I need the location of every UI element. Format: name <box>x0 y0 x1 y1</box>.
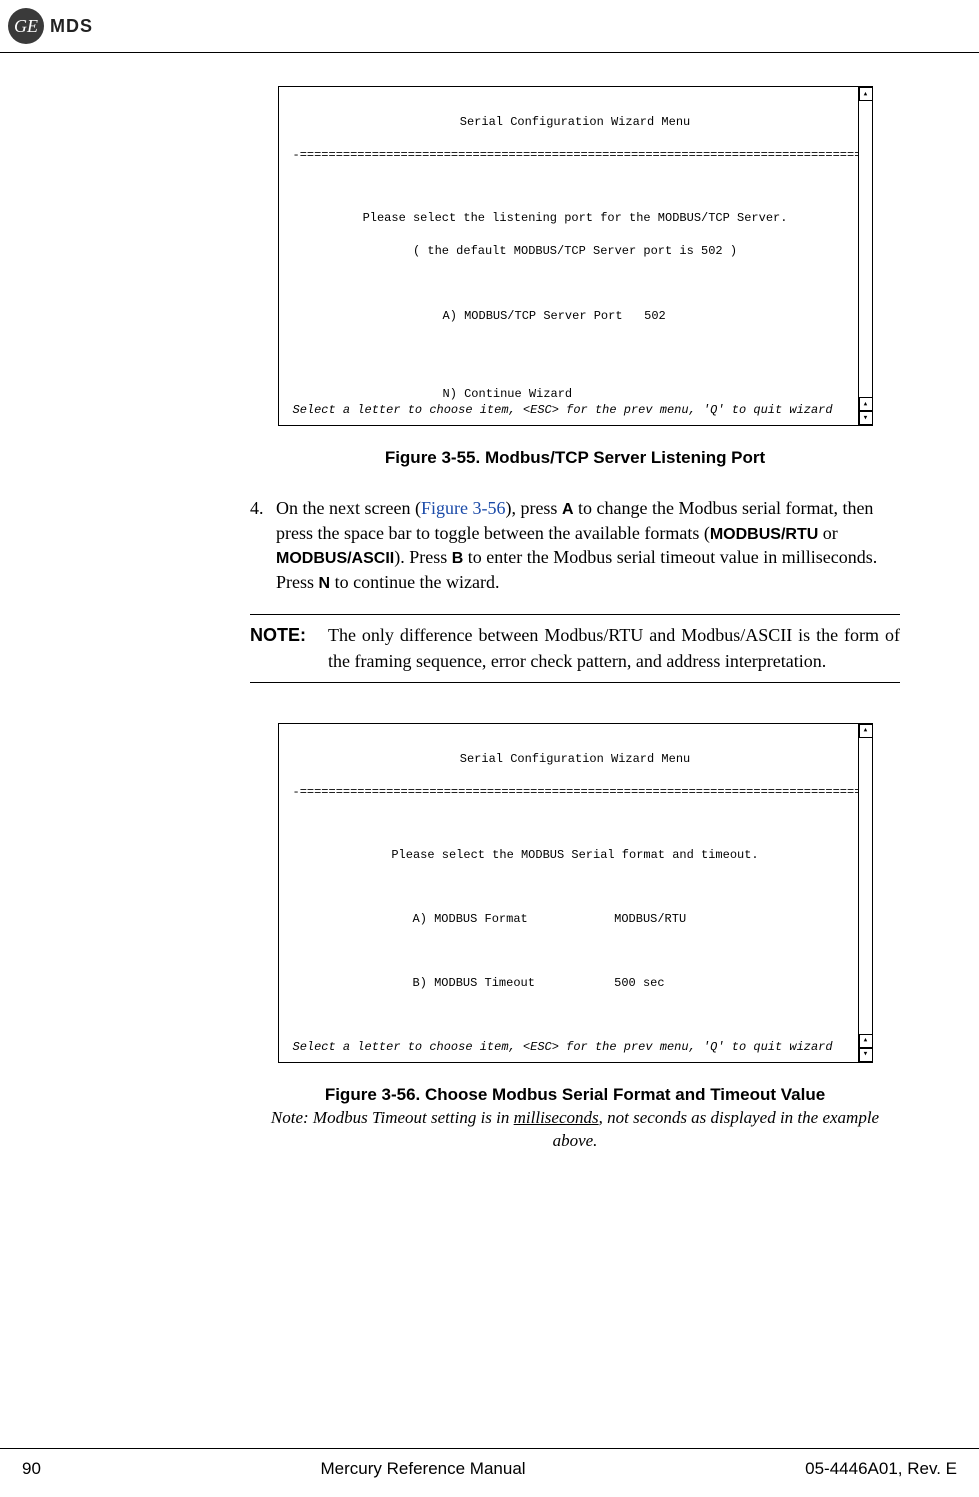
scroll-up-icon[interactable]: ▴ <box>859 397 873 411</box>
text: or <box>818 523 838 543</box>
page-footer: 90 Mercury Reference Manual 05-4446A01, … <box>0 1459 979 1479</box>
figure-caption-2: Figure 3-56. Choose Modbus Serial Format… <box>250 1085 900 1105</box>
terminal-screenshot-2: Serial Configuration Wizard Menu -======… <box>278 723 873 1063</box>
format-label: MODBUS/ASCII <box>276 550 394 567</box>
note-label: NOTE: <box>250 623 328 673</box>
scroll-up-icon[interactable]: ▴ <box>859 87 873 101</box>
terminal-option: B) MODBUS Timeout 500 sec <box>293 975 858 992</box>
text: On the next screen ( <box>276 498 421 518</box>
terminal-footer-hint: Select a letter to choose item, <ESC> fo… <box>293 402 833 419</box>
note-block: NOTE: The only difference between Modbus… <box>250 614 900 682</box>
figure-caption-2-subtitle: Note: Modbus Timeout setting is in milli… <box>250 1107 900 1153</box>
terminal-title: Serial Configuration Wizard Menu <box>293 114 858 131</box>
figure-caption-1: Figure 3-55. Modbus/TCP Server Listening… <box>250 448 900 468</box>
step-number: 4. <box>250 496 276 594</box>
mds-logo-text: MDS <box>50 16 93 37</box>
scroll-down-icon[interactable]: ▾ <box>859 411 873 425</box>
terminal-prompt-line: Please select the MODBUS Serial format a… <box>293 847 858 864</box>
vertical-scrollbar[interactable]: ▴ ▴ ▾ <box>858 87 872 425</box>
key-label: A <box>562 501 574 518</box>
header-divider <box>0 52 979 53</box>
key-label: N <box>319 575 331 592</box>
manual-title: Mercury Reference Manual <box>321 1459 526 1479</box>
terminal-option: N) Continue Wizard <box>293 386 858 403</box>
underlined-text: milliseconds <box>514 1108 599 1127</box>
terminal-window: Serial Configuration Wizard Menu -======… <box>278 86 873 426</box>
terminal-option: A) MODBUS/TCP Server Port 502 <box>293 308 858 325</box>
figure-reference-link: Figure 3-56 <box>421 498 506 518</box>
terminal-option: A) MODBUS Format MODBUS/RTU <box>293 911 858 928</box>
note-text: The only difference between Modbus/RTU a… <box>328 623 900 673</box>
scroll-down-icon[interactable]: ▾ <box>859 1048 873 1062</box>
text: ). Press <box>394 547 452 567</box>
scroll-up-icon[interactable]: ▴ <box>859 724 873 738</box>
text: ), press <box>505 498 562 518</box>
step-text: On the next screen (Figure 3-56), press … <box>276 496 900 594</box>
terminal-divider: -=======================================… <box>293 147 858 164</box>
format-label: MODBUS/RTU <box>710 526 818 543</box>
text: to continue the wizard. <box>330 572 499 592</box>
doc-revision: 05-4446A01, Rev. E <box>805 1459 957 1479</box>
scroll-up-icon[interactable]: ▴ <box>859 1034 873 1048</box>
terminal-prompt-line: Please select the listening port for the… <box>293 210 858 227</box>
terminal-footer-hint: Select a letter to choose item, <ESC> fo… <box>293 1039 833 1056</box>
terminal-divider: -=======================================… <box>293 784 858 801</box>
terminal-title: Serial Configuration Wizard Menu <box>293 751 858 768</box>
ge-monogram-icon: GE <box>8 8 44 44</box>
text: Note: Modbus Timeout setting is in <box>271 1108 514 1127</box>
terminal-prompt-line: ( the default MODBUS/TCP Server port is … <box>293 243 858 260</box>
page-content: Serial Configuration Wizard Menu -======… <box>250 86 900 1153</box>
terminal-window: Serial Configuration Wizard Menu -======… <box>278 723 873 1063</box>
key-label: B <box>452 550 464 567</box>
footer-divider <box>0 1448 979 1449</box>
vertical-scrollbar[interactable]: ▴ ▴ ▾ <box>858 724 872 1062</box>
page-number: 90 <box>22 1459 41 1479</box>
brand-logo: GE MDS <box>8 8 93 44</box>
text: , not seconds as displayed in the exampl… <box>553 1108 880 1150</box>
terminal-screenshot-1: Serial Configuration Wizard Menu -======… <box>278 86 873 426</box>
step-4-paragraph: 4. On the next screen (Figure 3-56), pre… <box>250 496 900 594</box>
